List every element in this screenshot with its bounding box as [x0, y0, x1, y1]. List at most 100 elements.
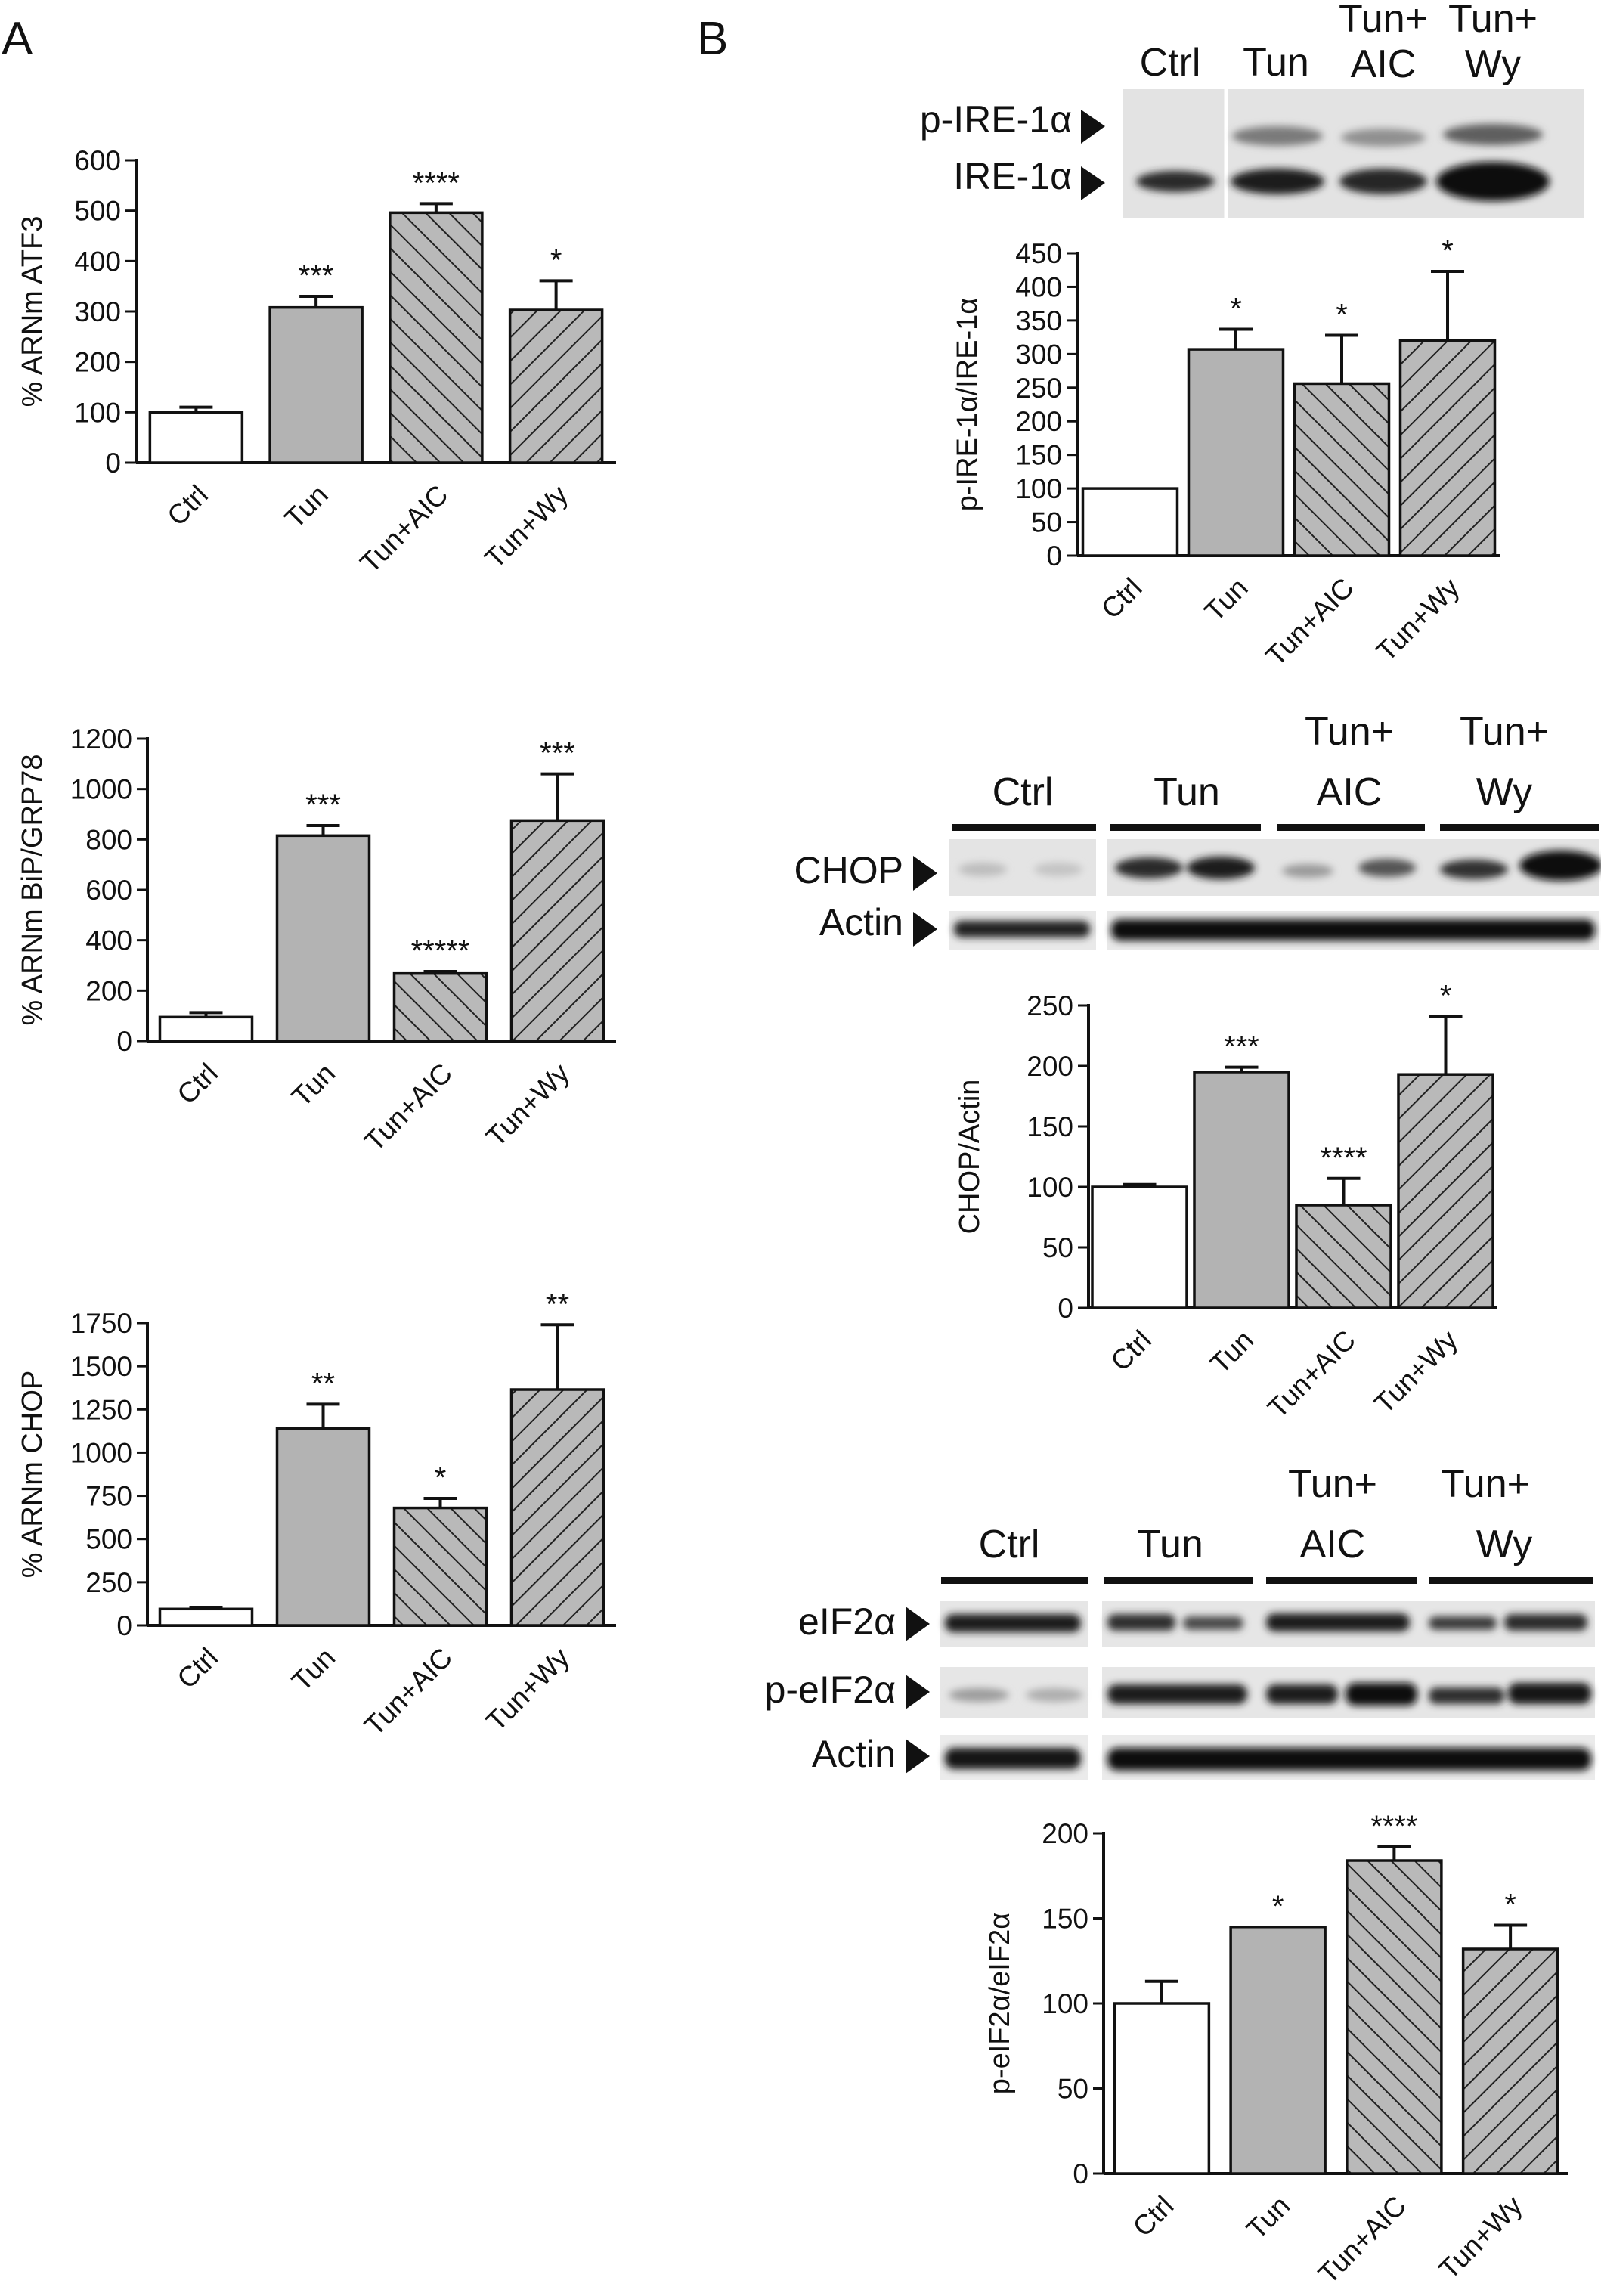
blot-eif-header-tun: Tun — [1137, 1523, 1203, 1566]
bar — [1113, 2002, 1211, 2175]
significance-label: **** — [1370, 1810, 1417, 1843]
category-label: Tun — [279, 479, 334, 534]
significance-label: **** — [413, 166, 460, 200]
blot-eif-header-aic-2: AIC — [1300, 1523, 1366, 1566]
category-label: Tun+Wy — [1433, 2189, 1528, 2285]
blot-eif-header-wy-1: Tun+ — [1441, 1462, 1530, 1506]
bar — [1193, 1071, 1290, 1309]
category-label: Tun+Wy — [1368, 1324, 1463, 1419]
category-label: Tun — [286, 1642, 341, 1697]
blot-ire-header-wy-2: Wy — [1465, 42, 1522, 86]
significance-label: * — [1336, 298, 1348, 331]
y-tick-label: 50 — [1031, 507, 1062, 538]
bar — [389, 211, 484, 464]
blot-ire-arrow-ire — [1081, 166, 1105, 200]
y-tick-label: 150 — [1027, 1111, 1073, 1142]
category-label: Tun+Wy — [480, 1057, 575, 1152]
blot-chop-header-wy-1: Tun+ — [1460, 710, 1549, 754]
y-tick-label: 300 — [1015, 339, 1062, 370]
blot-chop-header-ctrl: Ctrl — [992, 770, 1054, 814]
category-label: Tun — [1204, 1325, 1259, 1380]
y-axis-label: p-eIF2α/eIF2α — [984, 1913, 1016, 2094]
category-label: Tun+AIC — [358, 1058, 458, 1157]
y-tick-label: 150 — [1015, 440, 1062, 471]
bar — [1295, 1204, 1392, 1309]
bar — [1293, 382, 1391, 557]
significance-label: ** — [311, 1367, 335, 1400]
y-tick-label: 1500 — [70, 1351, 132, 1382]
blot-eif-label-actin: Actin — [812, 1733, 896, 1775]
category-label: Ctrl — [1104, 1325, 1157, 1377]
significance-label: * — [1504, 1889, 1516, 1922]
blot-eif-header-wy-2: Wy — [1476, 1523, 1533, 1566]
blot-chop-header-aic-1: Tun+ — [1305, 710, 1394, 754]
y-tick-label: 0 — [1058, 1293, 1073, 1324]
y-tick-label: 750 — [85, 1481, 132, 1512]
y-tick-label: 200 — [74, 347, 121, 378]
blot-chop-header-tun: Tun — [1154, 770, 1220, 814]
y-tick-label: 1250 — [70, 1394, 132, 1425]
significance-label: * — [1272, 1890, 1284, 1923]
y-axis-label: % ARNm ATF3 — [17, 216, 48, 407]
significance-label: * — [550, 243, 562, 277]
blot-chop-label-chop: CHOP — [794, 849, 903, 891]
category-label: Ctrl — [161, 479, 214, 532]
bar — [509, 819, 605, 1043]
chart-chop-mrna: 0 250 500 750 1000 1250 1500 1750 % ARNm CHOP Ctr… — [17, 1287, 616, 1742]
blot-ire-header-tun: Tun — [1243, 41, 1309, 85]
y-tick-label: 450 — [1015, 238, 1062, 269]
y-tick-label: 50 — [1058, 2074, 1088, 2105]
y-tick-label: 100 — [1042, 1988, 1088, 2019]
y-tick-label: 200 — [1027, 1051, 1073, 1082]
y-axis-label: % ARNm BiP/GRP78 — [17, 754, 48, 1026]
y-axis-label: % ARNm CHOP — [17, 1371, 48, 1578]
blot-eif-label-eif2a: eIF2α — [798, 1600, 896, 1643]
blot-ire-header-aic-2: AIC — [1351, 42, 1417, 86]
y-tick-label: 200 — [85, 975, 132, 1006]
y-tick-label: 0 — [1046, 541, 1062, 572]
category-label: Tun+Wy — [478, 479, 574, 574]
bar — [1398, 339, 1497, 557]
bar — [1091, 1185, 1188, 1309]
bar — [1081, 487, 1179, 557]
y-tick-label: 250 — [1027, 990, 1073, 1021]
blot-ire-membrane-2 — [1225, 89, 1584, 218]
significance-label: ***** — [411, 934, 470, 968]
blot-chop-header-wy-2: Wy — [1476, 770, 1533, 814]
category-label: Tun+AIC — [355, 479, 454, 579]
y-tick-label: 0 — [1073, 2158, 1088, 2189]
blot-chop-header-aic-2: AIC — [1317, 770, 1383, 814]
category-label: Tun+Wy — [480, 1641, 575, 1737]
significance-label: *** — [1224, 1030, 1259, 1064]
significance-label: *** — [305, 789, 341, 822]
y-tick-label: 0 — [105, 448, 121, 479]
y-tick-label: 300 — [74, 296, 121, 327]
blot-ire-bands — [1136, 124, 1550, 201]
significance-label: **** — [1320, 1142, 1367, 1175]
y-tick-label: 200 — [1015, 406, 1062, 437]
category-label: Ctrl — [1127, 2190, 1180, 2243]
bar — [1229, 1926, 1327, 2175]
category-label: Tun+AIC — [1260, 572, 1360, 672]
y-tick-label: 1750 — [70, 1308, 132, 1339]
bar — [158, 1015, 254, 1043]
y-tick-label: 100 — [74, 397, 121, 428]
bar — [158, 1607, 254, 1627]
chart-bip-mrna: 0 200 400 600 800 1000 1200 % ARNm BiP/GRP78 Ctr… — [17, 724, 616, 1157]
category-label: Tun+AIC — [1262, 1325, 1361, 1424]
bar — [275, 1427, 371, 1627]
blot-eif-bands — [945, 1613, 1591, 1771]
category-label: Tun+AIC — [358, 1642, 458, 1742]
blot-ire-arrow-pire — [1081, 110, 1105, 144]
blot-ire-header-wy-1: Tun+ — [1448, 0, 1538, 41]
bar — [1397, 1073, 1494, 1309]
bar — [508, 308, 604, 464]
bar — [1346, 1859, 1443, 2175]
blot-chop: Ctrl Tun Tun+ AIC Tun+ Wy CHOP Actin — [794, 710, 1601, 950]
category-label: Tun+Wy — [1370, 572, 1466, 667]
y-tick-label: 150 — [1042, 1904, 1088, 1935]
significance-label: * — [1442, 234, 1454, 268]
chart-peif-ratio: 0 50 100 150 200 p-eIF2α/eIF2α Ctrl * Tun **** Tun… — [984, 1810, 1568, 2290]
bar — [268, 305, 364, 464]
